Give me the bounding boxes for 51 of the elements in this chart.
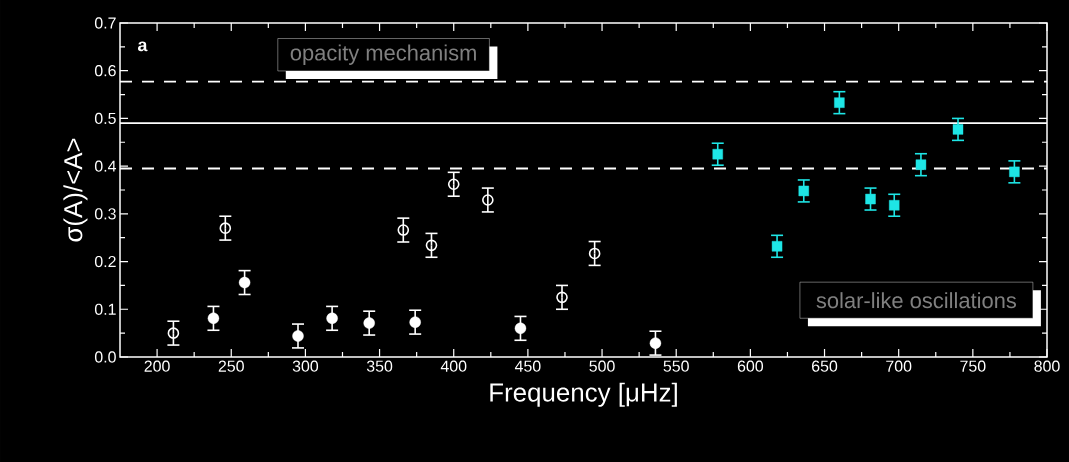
- annotation: a: [137, 41, 148, 52]
- y-tick-label: 0.7: [94, 17, 116, 29]
- point: [425, 239, 438, 252]
- x-tick-label: 350: [366, 360, 393, 372]
- x-tick-label: 450: [514, 360, 541, 372]
- x-tick-label: 800: [1034, 360, 1060, 372]
- point: [649, 337, 662, 349]
- y-tick-label: 0.5: [94, 112, 116, 125]
- point: [292, 330, 304, 342]
- x-tick-label: 500: [589, 360, 615, 372]
- point: [865, 193, 876, 205]
- point: [219, 222, 232, 234]
- point: [447, 178, 460, 191]
- point: [712, 149, 723, 160]
- point: [798, 185, 809, 197]
- point: [482, 194, 494, 206]
- point: [588, 247, 601, 260]
- point: [397, 224, 410, 236]
- annotation: solar-like oscillations: [816, 292, 1017, 309]
- point: [834, 97, 845, 108]
- y-tick-label: 0.2: [94, 255, 116, 268]
- point: [207, 312, 220, 325]
- point: [915, 159, 927, 170]
- x-tick-label: 650: [812, 360, 838, 372]
- x-tick-label: 750: [960, 360, 986, 372]
- y-tick-label: 0.3: [94, 208, 116, 220]
- x-axis-title: Frequency [μHz]: [490, 382, 677, 407]
- point: [238, 276, 251, 289]
- point: [1009, 166, 1020, 178]
- point: [771, 241, 783, 252]
- point: [326, 312, 338, 325]
- y-tick-label: 0.0: [94, 351, 116, 363]
- y-tick-label: 0.1: [94, 303, 116, 315]
- y-axis-title: σ(A)/<A>: [63, 138, 88, 242]
- x-tick-label: 400: [440, 360, 467, 372]
- point: [363, 317, 375, 329]
- x-tick-label: 200: [144, 360, 170, 372]
- point: [952, 124, 964, 135]
- point: [889, 200, 900, 211]
- x-tick-label: 700: [886, 360, 912, 372]
- y-tick-label: 0.6: [94, 65, 116, 77]
- x-tick-label: 300: [292, 360, 319, 372]
- x-tick-label: 550: [663, 360, 689, 372]
- annotation: opacity mechanism: [290, 44, 476, 65]
- x-tick-label: 600: [737, 360, 764, 372]
- point: [514, 322, 527, 335]
- y-tick-label: 0.4: [94, 160, 117, 172]
- point: [409, 316, 421, 328]
- point: [556, 291, 568, 304]
- x-tick-label: 250: [218, 360, 244, 372]
- point: [167, 327, 180, 339]
